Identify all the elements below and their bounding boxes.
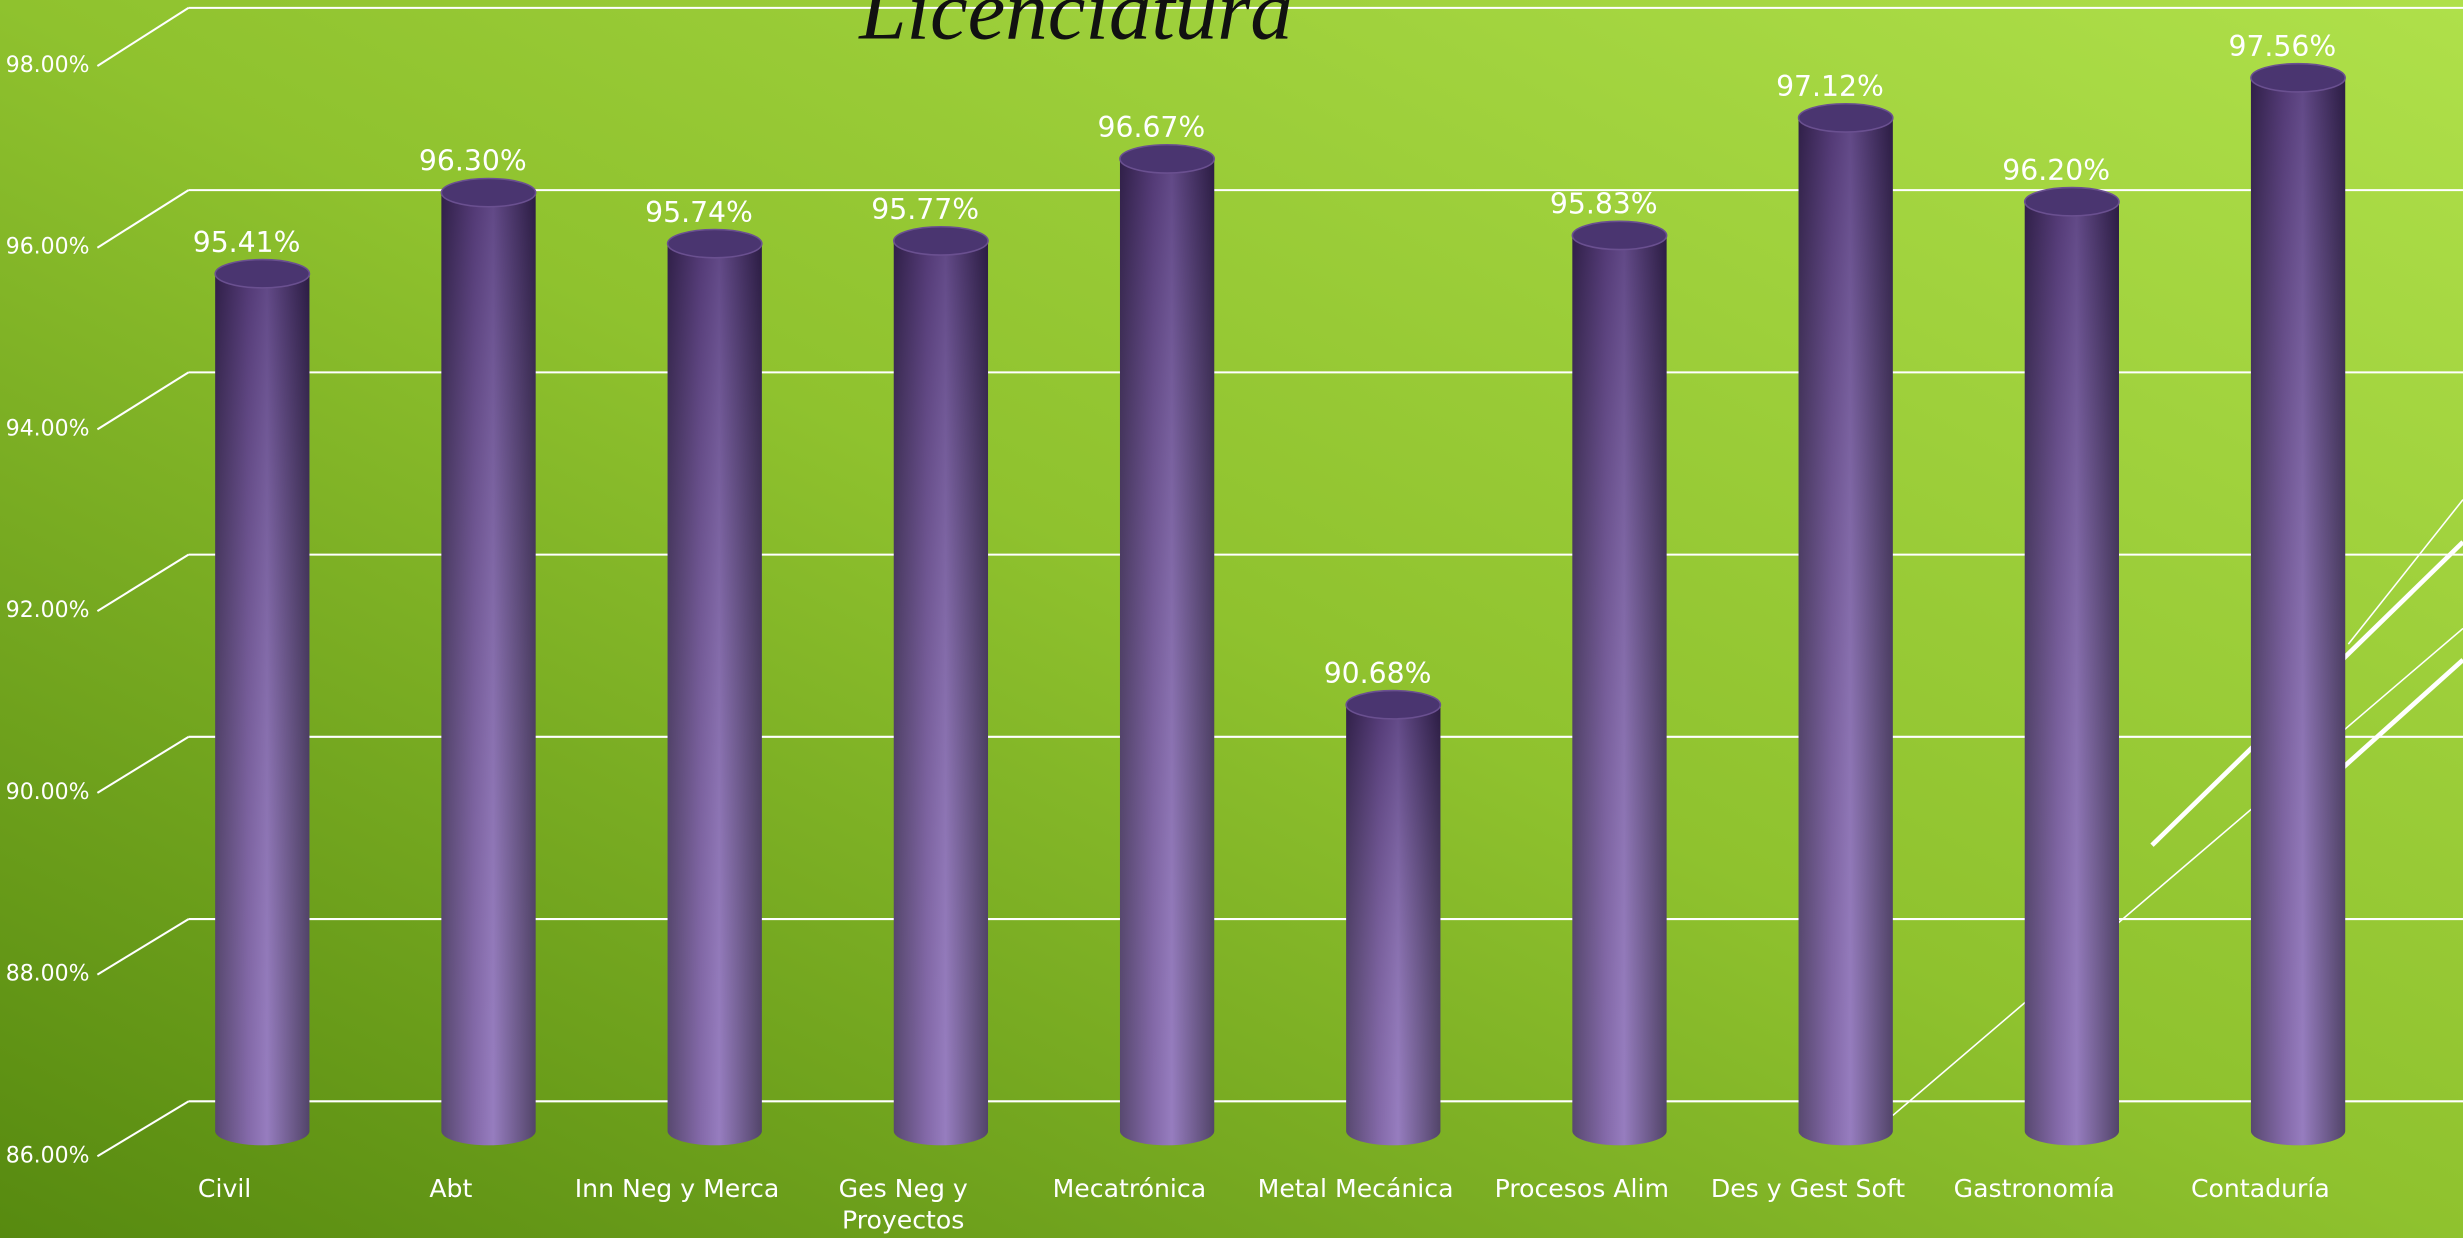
data-label: 97.12% [1776, 70, 1884, 103]
tick-mark [96, 735, 190, 794]
bar-shade [1572, 235, 1667, 1146]
y-tick-label: 90.00% [6, 780, 90, 805]
bar-shade [667, 243, 762, 1146]
y-tick-label: 94.00% [6, 416, 90, 441]
y-tick-label: 96.00% [6, 235, 90, 260]
bar [1797, 102, 1894, 1146]
x-tick-label: Mecatrónica [1052, 1173, 1207, 1204]
x-tick-label: Gastronomía [1953, 1173, 2115, 1204]
bar [1345, 689, 1442, 1146]
x-tick-label-box: Metal Mecánica [1257, 1173, 1454, 1204]
tick-mark [96, 553, 190, 613]
bar-top [1345, 689, 1442, 720]
bar [1119, 143, 1216, 1146]
bar-shade [893, 240, 989, 1146]
data-label: 95.41% [193, 226, 301, 259]
x-tick-label-box: Abt [429, 1173, 473, 1204]
data-label: 96.30% [419, 145, 527, 178]
bar-top [1119, 143, 1216, 174]
bar-top [440, 177, 537, 208]
bar-shade [1798, 117, 1893, 1146]
chart-title: Licenciatura [858, 0, 1292, 57]
data-label: 90.68% [1324, 657, 1432, 690]
bar-shade [2024, 201, 2119, 1146]
bar [2250, 62, 2346, 1146]
bar-top [2250, 62, 2346, 93]
bar-shade [441, 192, 536, 1146]
x-tick-label-box: Contaduría [2191, 1173, 2330, 1204]
tick-mark [96, 371, 190, 431]
bar [1571, 220, 1668, 1146]
x-tick-label-box: Mecatrónica [1052, 1173, 1207, 1204]
x-tick-label: Abt [429, 1173, 473, 1204]
bar-shade [2250, 77, 2346, 1146]
x-tick-label-box: Des y Gest Soft [1710, 1173, 1906, 1204]
y-tick-label: 86.00% [6, 1143, 90, 1168]
tick-mark [96, 189, 190, 249]
tick-mark [96, 1100, 190, 1158]
data-label: 96.20% [2002, 154, 2110, 187]
x-tick-label-box: Civil [197, 1173, 252, 1204]
bar [666, 228, 763, 1146]
x-tick-label: Civil [197, 1173, 252, 1204]
bar-shade [215, 273, 310, 1146]
x-tick-label-box: Ges Neg y Proyectos [838, 1173, 968, 1235]
bar-top [2023, 186, 2120, 217]
x-tick-label-box: Gastronomía [1953, 1173, 2115, 1204]
x-tick-label: Des y Gest Soft [1710, 1173, 1906, 1204]
bar [892, 225, 989, 1146]
tick-mark [96, 918, 190, 976]
tick-mark [96, 6, 190, 67]
x-tick-label: Inn Neg y Merca [574, 1173, 780, 1204]
x-tick-label: Metal Mecánica [1257, 1173, 1454, 1204]
data-label: 97.56% [2228, 30, 2336, 63]
bar-shade [1346, 704, 1441, 1146]
x-tick-label-box: Procesos Alim [1494, 1173, 1669, 1204]
data-label: 96.67% [1098, 111, 1206, 144]
x-tick-label-box: Inn Neg y Merca [574, 1173, 780, 1204]
bar [440, 177, 537, 1146]
bar-top [666, 228, 763, 259]
data-label: 95.77% [871, 193, 979, 226]
y-tick-label: 88.00% [6, 962, 90, 987]
x-tick-label: Procesos Alim [1494, 1173, 1669, 1204]
bar-top [1797, 102, 1894, 133]
bar [214, 258, 311, 1146]
data-label: 95.83% [1550, 188, 1658, 221]
bar-top [214, 258, 311, 289]
y-tick-label: 98.00% [6, 53, 90, 78]
bar-top [892, 225, 989, 256]
bar-top [1571, 220, 1668, 251]
x-tick-label: Contaduría [2191, 1173, 2330, 1204]
y-tick-label: 92.00% [6, 598, 90, 623]
data-label: 95.74% [645, 196, 753, 229]
bar-shade [1119, 158, 1215, 1146]
plot: 86.00% 88.00% 90.00% 92.00% 94.00% 96.00% 98.0… [6, 6, 2463, 1235]
bar [2023, 186, 2120, 1146]
x-tick-label: Ges Neg y Proyectos [838, 1173, 968, 1235]
